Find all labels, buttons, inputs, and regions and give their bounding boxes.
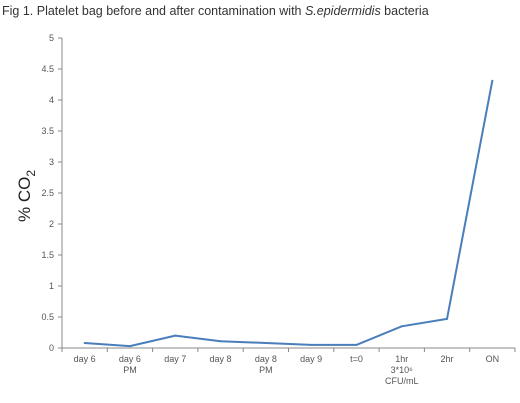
data-point <box>400 325 403 328</box>
data-point <box>174 334 177 337</box>
y-axis-label-subscript: 2 <box>24 170 38 177</box>
x-category-label: day 7 <box>164 354 186 364</box>
x-category-label: day 6 PM <box>119 354 141 375</box>
data-point <box>128 345 131 348</box>
chart-title: Fig 1. Platelet bag before and after con… <box>2 4 429 18</box>
y-tick-label: 0 <box>49 343 54 353</box>
series-line <box>84 80 494 348</box>
x-category-label: ON <box>486 354 500 364</box>
x-category-label: day 8 PM <box>255 354 277 375</box>
y-tick-label: 2 <box>49 219 54 229</box>
x-category-label: 1hr 3*10⁶ CFU/mL <box>385 354 419 386</box>
y-axis-label-main: % CO <box>15 177 34 222</box>
x-category-label: day 9 <box>300 354 322 364</box>
chart-title-prefix: Fig 1. Platelet bag before and after con… <box>2 4 305 18</box>
y-axis-label: % CO2 <box>15 170 38 222</box>
data-point <box>310 343 313 346</box>
x-category-label: day 8 <box>210 354 232 364</box>
x-category-label: day 6 <box>74 354 96 364</box>
y-tick-label: 4 <box>49 95 54 105</box>
y-tick-label: 0.5 <box>41 312 54 322</box>
y-tick-label: 4.5 <box>41 64 54 74</box>
data-point <box>446 317 449 320</box>
chart-title-italic: S.epidermidis <box>304 4 381 18</box>
data-point <box>355 343 358 346</box>
data-point <box>491 79 494 82</box>
y-tick-label: 5 <box>49 33 54 43</box>
y-tick-label: 1.5 <box>41 250 54 260</box>
y-tick-label: 3 <box>49 157 54 167</box>
data-point <box>264 342 267 345</box>
data-point <box>219 340 222 343</box>
y-tick-label: 2.5 <box>41 188 54 198</box>
y-tick-label: 3.5 <box>41 126 54 136</box>
chart-title-suffix: bacteria <box>380 4 429 18</box>
x-category-label: t=0 <box>350 354 363 364</box>
y-tick-label: 1 <box>49 281 54 291</box>
x-category-label: 2hr <box>441 354 454 364</box>
data-point <box>83 342 86 345</box>
